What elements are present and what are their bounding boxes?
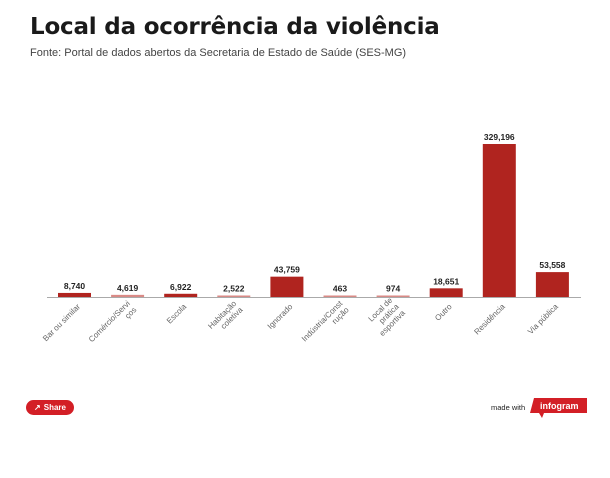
bar-3[interactable] <box>217 295 251 298</box>
bar-2[interactable] <box>164 293 198 297</box>
category-label-line: Via pública <box>526 302 560 336</box>
value-label: 8,740 <box>64 281 86 291</box>
value-label: 43,759 <box>274 265 300 275</box>
chart-title: Local da ocorrência da violência <box>30 14 440 40</box>
value-label: 329,196 <box>484 132 515 142</box>
bar-5[interactable] <box>323 295 357 298</box>
infogram-brand: infogram <box>540 401 579 411</box>
bar-8[interactable] <box>482 144 516 297</box>
category-label: Indústria/Construção <box>300 298 351 349</box>
category-label: Bar ou similar <box>41 302 82 343</box>
category-label-line: Ignorado <box>266 302 295 331</box>
category-label: Residência <box>472 302 507 337</box>
value-label: 4,619 <box>117 283 139 293</box>
category-label: Habitaçãocoletiva <box>206 299 245 338</box>
value-label: 974 <box>386 284 400 294</box>
value-label: 463 <box>333 284 347 294</box>
category-label-line: Escola <box>165 302 189 326</box>
category-label: Local depráticaesportiva <box>365 295 407 337</box>
value-label: 2,522 <box>223 284 245 294</box>
share-icon: ↗ <box>34 402 41 412</box>
value-label: 53,558 <box>539 260 565 270</box>
bar-9[interactable] <box>535 272 569 297</box>
value-label: 18,651 <box>433 276 459 286</box>
category-label-line: Comércio/Servi <box>87 299 132 344</box>
infogram-logo[interactable] <box>530 398 587 418</box>
category-label: Escola <box>165 302 189 326</box>
chart-subtitle: Fonte: Portal de dados abertos da Secret… <box>30 47 407 59</box>
bar-4[interactable] <box>270 276 304 297</box>
category-label-line: Residência <box>472 302 507 337</box>
value-label: 6,922 <box>170 282 192 292</box>
category-label-line: Bar ou similar <box>41 302 82 343</box>
share-button[interactable]: ↗ Share <box>26 400 74 415</box>
share-label: Share <box>43 403 66 412</box>
category-label: Ignorado <box>266 302 295 331</box>
bar-7[interactable] <box>429 288 463 297</box>
category-label-line: Outro <box>433 302 454 323</box>
bar-0[interactable] <box>58 292 91 297</box>
bar-6[interactable] <box>376 295 410 298</box>
category-label: Comércio/Serviços <box>87 299 139 351</box>
made-with-text: made with <box>491 403 526 412</box>
bar-1[interactable] <box>111 294 145 297</box>
category-label: Outro <box>433 302 454 323</box>
category-label: Via pública <box>526 302 560 336</box>
